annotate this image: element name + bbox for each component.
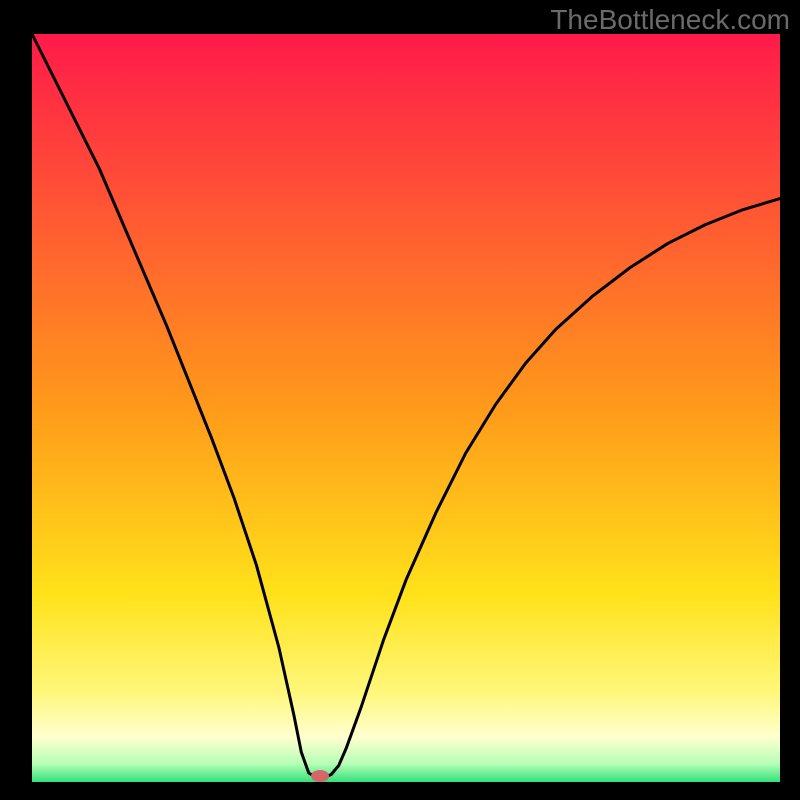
- minimum-marker: [311, 770, 329, 782]
- watermark-text: TheBottleneck.com: [550, 4, 790, 36]
- chart-stage: TheBottleneck.com: [0, 0, 800, 800]
- bottleneck-curve: [0, 0, 800, 800]
- curve-path: [32, 34, 780, 778]
